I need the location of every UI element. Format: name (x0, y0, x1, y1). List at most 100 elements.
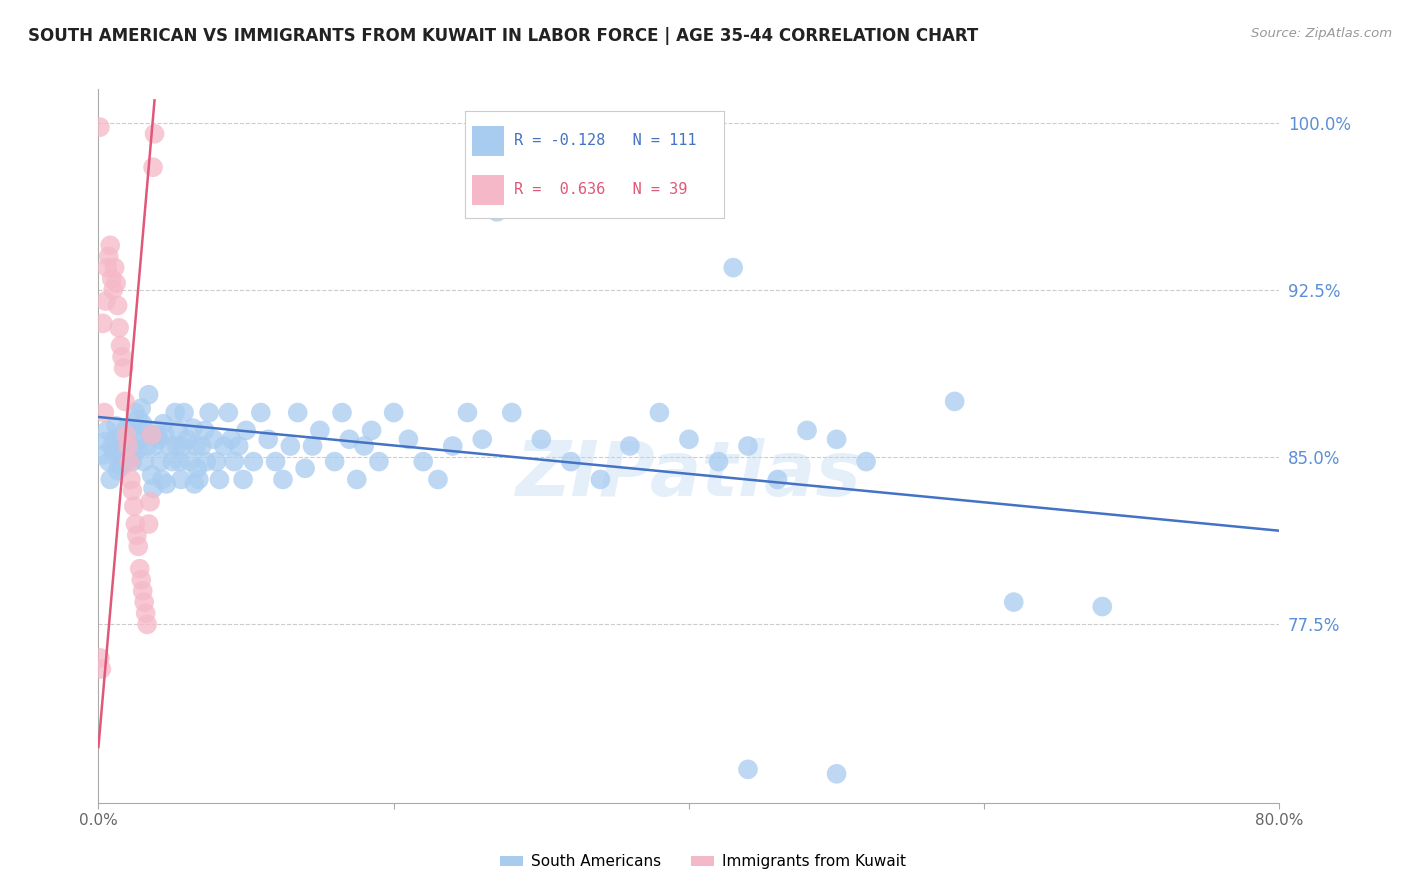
Point (339, 432, 361, 446)
Point (91, 316, 114, 330)
Point (100, 271, 122, 285)
Point (294, 461, 316, 475)
Point (173, 405, 195, 419)
Point (128, 561, 150, 575)
Point (501, 405, 523, 419)
Point (360, 423, 382, 437)
Point (766, 472, 789, 486)
Text: Source: ZipAtlas.com: Source: ZipAtlas.com (1251, 27, 1392, 40)
Point (205, 454, 228, 468)
Point (141, 467, 163, 482)
Point (117, 439, 139, 453)
Point (186, 461, 208, 475)
Point (172, 439, 194, 453)
Point (242, 454, 264, 468)
Point (135, 423, 157, 437)
Point (103, 443, 125, 458)
Point (309, 423, 332, 437)
Point (104, 260, 127, 275)
Legend: South Americans, Immigrants from Kuwait: South Americans, Immigrants from Kuwait (494, 848, 912, 875)
Point (138, 387, 160, 401)
Point (184, 439, 207, 453)
Point (232, 472, 254, 486)
Point (150, 472, 173, 486)
Point (132, 417, 155, 431)
Point (120, 472, 142, 486)
Point (176, 432, 198, 446)
Point (353, 439, 375, 453)
Point (169, 454, 191, 468)
Point (166, 439, 188, 453)
Point (118, 454, 141, 468)
Point (108, 457, 131, 471)
Point (112, 430, 135, 444)
Point (107, 298, 129, 312)
Point (195, 454, 218, 468)
Point (91, 448, 114, 462)
Point (125, 443, 148, 458)
Point (104, 432, 127, 446)
Point (148, 432, 170, 446)
Point (191, 439, 214, 453)
Point (124, 405, 146, 419)
Point (114, 439, 136, 453)
Point (221, 432, 243, 446)
Point (619, 439, 641, 453)
Point (330, 405, 353, 419)
Point (486, 204, 509, 219)
Point (105, 276, 128, 290)
Point (142, 160, 165, 174)
Point (382, 405, 405, 419)
Point (108, 320, 131, 334)
Point (121, 454, 143, 468)
Point (1002, 595, 1025, 609)
Point (648, 405, 671, 419)
Point (112, 360, 135, 375)
Point (228, 439, 250, 453)
Point (100, 439, 122, 453)
Point (139, 494, 162, 508)
Point (157, 439, 180, 453)
Point (122, 439, 145, 453)
Point (93, 405, 115, 419)
Point (280, 439, 302, 453)
Point (98, 238, 121, 252)
Point (94, 434, 117, 449)
Point (136, 439, 159, 453)
Point (142, 481, 165, 495)
Point (97, 249, 120, 263)
Point (170, 472, 193, 486)
Point (202, 432, 225, 446)
Point (97, 454, 120, 468)
Point (94, 293, 117, 308)
Point (141, 427, 163, 442)
Point (127, 539, 149, 553)
Point (124, 516, 146, 531)
Point (257, 432, 280, 446)
Point (115, 421, 138, 435)
Point (118, 450, 141, 464)
Point (179, 454, 201, 468)
Point (134, 595, 156, 609)
Point (165, 405, 187, 419)
Point (943, 394, 966, 409)
Point (155, 476, 177, 491)
Point (149, 454, 172, 468)
Point (143, 439, 166, 453)
Point (250, 405, 273, 419)
Point (217, 405, 239, 419)
Point (398, 432, 420, 446)
Point (90, 662, 112, 676)
Point (825, 432, 848, 446)
Point (135, 606, 157, 620)
Point (427, 472, 450, 486)
Point (224, 454, 246, 468)
Point (707, 454, 730, 468)
Point (162, 454, 183, 468)
Point (114, 394, 136, 409)
Point (111, 350, 134, 364)
Point (368, 454, 391, 468)
Point (301, 439, 323, 453)
Point (187, 472, 209, 486)
Point (146, 427, 169, 442)
